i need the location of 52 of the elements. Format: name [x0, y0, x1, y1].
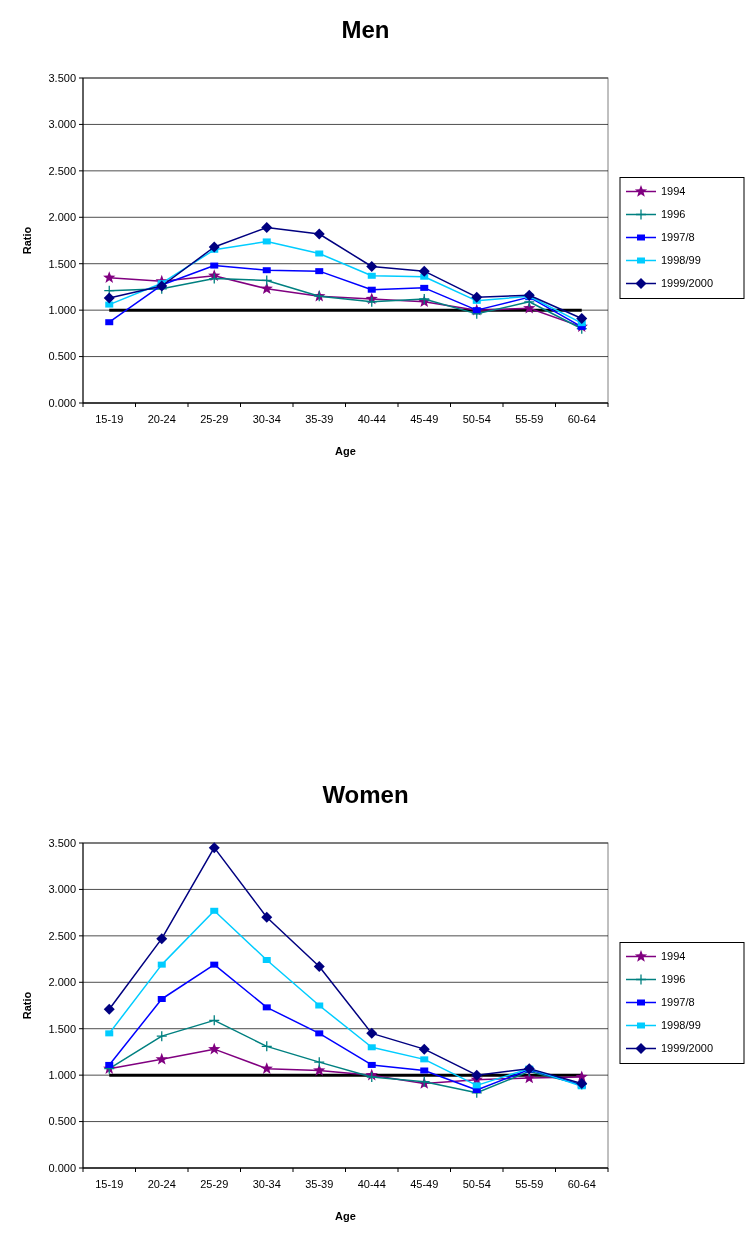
chart-title: Women	[322, 781, 409, 808]
x-axis-title: Age	[335, 1210, 356, 1222]
y-tick-label: 1.500	[48, 257, 76, 270]
legend-label: 1996	[661, 973, 686, 986]
y-axis-title: Ratio	[21, 226, 33, 255]
legend-label: 1998/99	[661, 1019, 701, 1032]
y-tick-label: 1.500	[48, 1022, 76, 1035]
x-tick-label: 35-39	[305, 413, 334, 425]
chart-title: Men	[341, 16, 390, 43]
legend-label: 1994	[661, 185, 686, 198]
y-tick-label: 3.500	[48, 71, 76, 84]
x-tick-label: 30-34	[252, 1178, 281, 1190]
x-tick-label: 20-24	[147, 413, 176, 425]
x-tick-label: 15-19	[95, 413, 124, 425]
y-tick-label: 2.500	[48, 929, 76, 942]
legend-label: 1999/2000	[661, 277, 713, 290]
y-tick-label: 0.000	[48, 1161, 76, 1174]
y-tick-label: 3.000	[48, 118, 76, 131]
x-tick-label: 55-59	[515, 413, 544, 425]
y-tick-label: 1.000	[48, 1068, 76, 1081]
y-tick-label: 2.000	[48, 976, 76, 989]
x-tick-label: 35-39	[305, 1178, 334, 1190]
x-tick-label: 60-64	[567, 413, 596, 425]
x-tick-label: 45-49	[410, 1178, 439, 1190]
x-axis-title: Age	[335, 445, 356, 457]
x-tick-label: 55-59	[515, 1178, 544, 1190]
y-tick-label: 2.500	[48, 164, 76, 177]
legend-label: 1997/8	[661, 996, 695, 1009]
x-tick-label: 45-49	[410, 413, 439, 425]
legend-label: 1996	[661, 208, 686, 221]
y-tick-label: 2.000	[48, 211, 76, 224]
y-tick-label: 3.000	[48, 883, 76, 896]
y-tick-label: 0.500	[48, 1115, 76, 1128]
legend-label: 1998/99	[661, 254, 701, 267]
x-tick-label: 30-34	[252, 413, 281, 425]
y-tick-label: 1.000	[48, 303, 76, 316]
y-tick-label: 3.500	[48, 836, 76, 849]
y-tick-label: 0.500	[48, 350, 76, 363]
legend-label: 1994	[661, 950, 686, 963]
x-tick-label: 25-29	[200, 413, 229, 425]
legend-label: 1999/2000	[661, 1042, 713, 1055]
x-tick-label: 20-24	[147, 1178, 176, 1190]
x-tick-label: 15-19	[95, 1178, 124, 1190]
x-tick-label: 60-64	[567, 1178, 596, 1190]
x-tick-label: 50-54	[462, 413, 491, 425]
y-tick-label: 0.000	[48, 396, 76, 409]
x-tick-label: 25-29	[200, 1178, 229, 1190]
x-tick-label: 40-44	[357, 413, 386, 425]
legend-label: 1997/8	[661, 231, 695, 244]
x-tick-label: 50-54	[462, 1178, 491, 1190]
x-tick-label: 40-44	[357, 1178, 386, 1190]
y-axis-title: Ratio	[21, 991, 33, 1020]
